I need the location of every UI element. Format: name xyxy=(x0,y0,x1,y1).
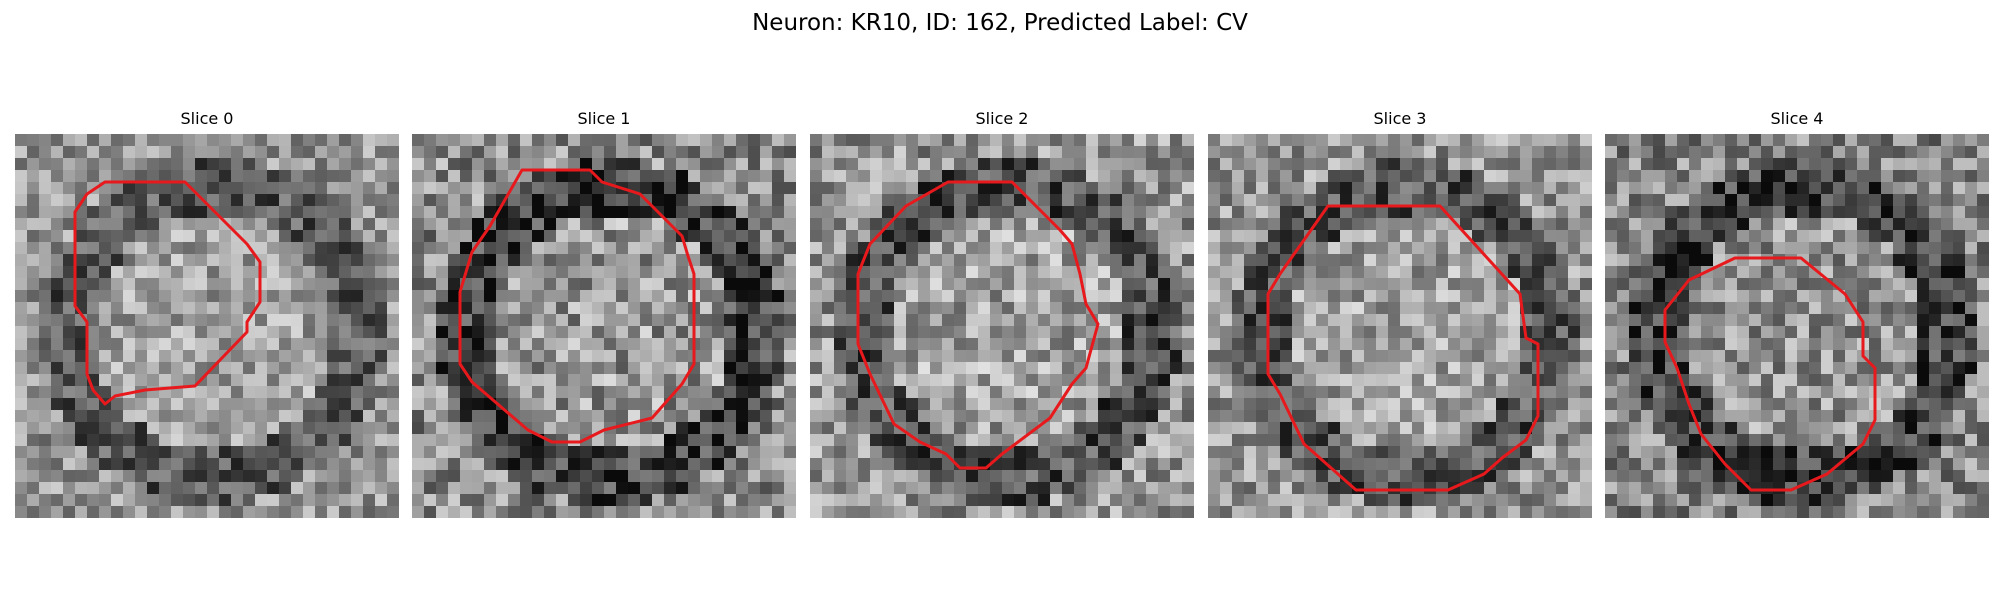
slice-pixels-2 xyxy=(810,134,1194,518)
slice-pixels-4 xyxy=(1605,134,1989,518)
slice-title-0: Slice 0 xyxy=(180,109,234,128)
slice-title-4: Slice 4 xyxy=(1770,109,1824,128)
neuron-roi-outline-3 xyxy=(1266,204,1540,492)
slice-image-4 xyxy=(1605,134,1989,518)
slice-title-1: Slice 1 xyxy=(577,109,631,128)
slice-panel-3: Slice 3 xyxy=(1208,108,1592,518)
slice-title-3: Slice 3 xyxy=(1373,109,1427,128)
neuron-roi-outline-4 xyxy=(1663,256,1877,492)
neuron-roi-outline-0 xyxy=(73,180,262,406)
slice-panel-0: Slice 0 xyxy=(15,108,399,518)
slice-panel-2: Slice 2 xyxy=(810,108,1194,518)
figure-title: Neuron: KR10, ID: 162, Predicted Label: … xyxy=(752,10,1248,36)
slice-pixels-1 xyxy=(412,134,796,518)
slice-image-3 xyxy=(1208,134,1592,518)
slice-title-2: Slice 2 xyxy=(975,109,1029,128)
slice-image-0 xyxy=(15,134,399,518)
slice-panel-4: Slice 4 xyxy=(1605,108,1989,518)
neuron-roi-outline-1 xyxy=(458,168,696,444)
slice-pixels-0 xyxy=(15,134,399,518)
neuron-roi-outline-2 xyxy=(856,180,1100,470)
slice-panel-1: Slice 1 xyxy=(412,108,796,518)
slice-pixels-3 xyxy=(1208,134,1592,518)
slice-image-1 xyxy=(412,134,796,518)
slice-image-2 xyxy=(810,134,1194,518)
